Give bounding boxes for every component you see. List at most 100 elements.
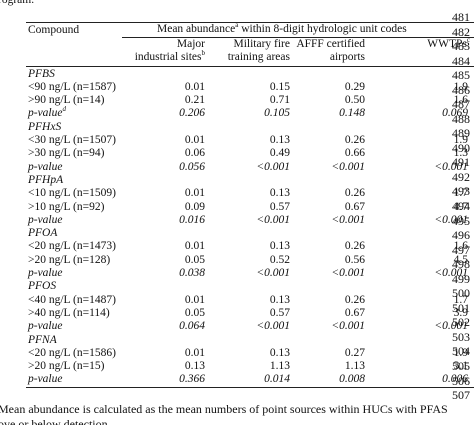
cell: 4.7 <box>454 201 468 214</box>
text: 489 <box>452 126 470 141</box>
text: <0.001 <box>434 320 468 333</box>
line-number: 491 <box>430 156 470 169</box>
text: Mean abundance is calculated as the mean… <box>0 402 448 416</box>
text: PFOA <box>28 227 58 240</box>
row-label: >40 ng/L (n=114) <box>28 307 110 320</box>
section-name: PFOA <box>28 227 57 240</box>
text: 0.366 <box>179 373 205 386</box>
text: 504 <box>452 344 470 359</box>
text: <10 ng/L (n=1509) <box>28 187 116 200</box>
text: <40 ng/L (n=1487) <box>28 293 116 306</box>
cell: <0.001 <box>331 320 365 333</box>
cell: 0.26 <box>345 240 365 253</box>
cell: 1.9 <box>454 347 468 360</box>
text: p-value <box>28 267 63 279</box>
text: p-value <box>28 107 63 120</box>
row-label: <90 ng/L (n=1587) <box>28 81 116 94</box>
cell: 1.9 <box>454 134 468 147</box>
text: 4.7 <box>453 200 468 213</box>
cell: 0.13 <box>270 347 290 360</box>
text: 0.67 <box>344 200 365 213</box>
cell: 0.49 <box>270 147 290 160</box>
cell: <0.001 <box>434 320 468 333</box>
section-name: PFHpA <box>28 174 63 187</box>
line-number: 502 <box>430 316 470 329</box>
cell: 3.9 <box>454 307 468 320</box>
text: 0.06 <box>184 147 205 160</box>
text: <0.001 <box>434 160 468 173</box>
text: <20 ng/L (n=1586) <box>28 346 116 359</box>
cell: 0.05 <box>185 307 205 320</box>
text: 498 <box>452 257 470 272</box>
line-number: 482 <box>430 24 470 39</box>
line-number: 481 <box>430 11 470 24</box>
text: 482 <box>452 24 470 39</box>
text: 488 <box>452 111 470 126</box>
text: 0.26 <box>344 240 365 253</box>
text: 0.49 <box>269 147 290 160</box>
line-number: 484 <box>430 53 470 68</box>
text: 1.13 <box>269 360 290 373</box>
text: 0.008 <box>339 373 365 386</box>
text: 483 <box>452 39 470 54</box>
row-label: p-value <box>28 267 62 280</box>
line-number: 483 <box>430 40 470 53</box>
text: 0.67 <box>344 306 365 319</box>
cell: <0.001 <box>331 214 365 227</box>
cell: 0.06 <box>185 147 205 160</box>
text: p-value <box>28 213 63 226</box>
cell: 0.56 <box>345 254 365 267</box>
cell: 0.26 <box>345 187 365 200</box>
column-header: Compound <box>28 24 79 37</box>
line-number: 497 <box>430 243 470 257</box>
text: 507 <box>452 388 470 403</box>
text: 0.71 <box>269 94 290 107</box>
row-label: p-valued <box>28 106 66 120</box>
text: airports <box>329 51 365 63</box>
text: <0.001 <box>256 213 290 226</box>
text: 1.13 <box>344 360 365 373</box>
text: 0.069 <box>442 107 468 120</box>
text: 495 <box>452 213 470 228</box>
cell: 0.01 <box>185 187 205 200</box>
row-label: p-value <box>28 214 62 227</box>
cell: <0.001 <box>434 214 468 227</box>
text: >40 ng/L (n=114) <box>28 306 110 319</box>
text: 0.064 <box>179 320 205 333</box>
text: <0.001 <box>256 160 290 173</box>
row-label: >30 ng/L (n=94) <box>28 147 104 160</box>
text: 490 <box>452 140 470 155</box>
text: >30 ng/L (n=94) <box>28 147 105 160</box>
line-number: 485 <box>430 69 470 82</box>
text: within 8-digit hydrologic unit codes <box>238 23 407 35</box>
cell: 0.01 <box>185 347 205 360</box>
row-label: <20 ng/L (n=1586) <box>28 347 116 360</box>
text: 491 <box>452 155 470 170</box>
text: Mean abundance <box>157 23 236 35</box>
cell: <0.001 <box>331 267 365 280</box>
text: PFOS <box>28 280 57 293</box>
text: 487 <box>452 97 470 112</box>
text: 0.50 <box>344 94 365 107</box>
cell: 0.67 <box>345 307 365 320</box>
text: 484 <box>452 53 470 68</box>
text: 0.01 <box>184 134 205 146</box>
text: PFNA <box>28 333 57 346</box>
cell: 0.13 <box>270 134 290 147</box>
row-label: p-value <box>28 373 62 386</box>
cell: 1.7 <box>454 294 468 307</box>
cell: 0.008 <box>339 373 365 386</box>
cell: 0.50 <box>345 94 365 107</box>
text: 1.7 <box>453 293 468 306</box>
row-label: >10 ng/L (n=92) <box>28 201 104 214</box>
text: industrial sites <box>134 51 202 63</box>
text: 0.01 <box>184 346 205 359</box>
text: 501 <box>452 300 470 315</box>
text: 0.57 <box>269 306 290 319</box>
cell: 0.13 <box>270 294 290 307</box>
text: 0.01 <box>184 80 205 93</box>
text: 0.05 <box>184 253 205 266</box>
text: 500 <box>452 286 470 301</box>
text: 486 <box>452 82 470 97</box>
